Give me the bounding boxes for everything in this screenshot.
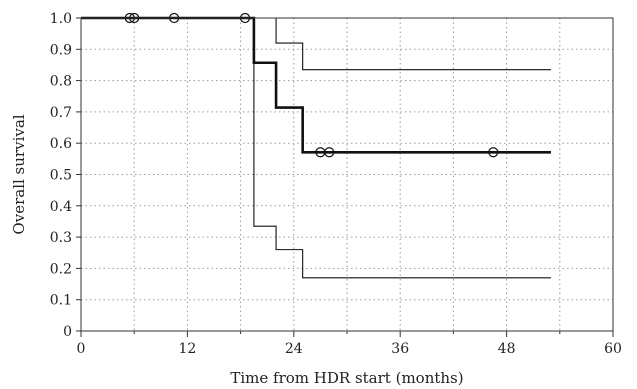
x-tick-label: 36: [391, 341, 409, 357]
x-tick-labels: 0 12 24 36 48 60: [77, 341, 622, 357]
upper-ci-curve: [81, 17, 551, 71]
y-tick-labels: 0 0.1 0.2 0.3 0.4 0.5 0.6 0.7 0.8 0.9 1.0: [50, 11, 72, 340]
series-layer: [81, 16, 551, 279]
censor-layer: [124, 12, 499, 158]
y-axis-label: Overall survival: [10, 114, 28, 234]
x-tick-label: 48: [498, 341, 516, 357]
y-tick-label: 0.4: [50, 199, 72, 215]
y-tick-label: 0.1: [50, 293, 72, 309]
y-tick-label: 0.3: [50, 230, 72, 246]
censor-marker: [324, 147, 335, 158]
x-tick-label: 24: [285, 341, 303, 357]
x-tick-label: 0: [77, 341, 86, 357]
y-tick-label: 1.0: [50, 11, 72, 27]
plot-frame: [80, 17, 614, 332]
ticks-layer: [76, 17, 614, 337]
y-tick-label: 0.6: [50, 136, 72, 152]
x-tick-label: 60: [604, 341, 622, 357]
lower-ci-curve: [81, 17, 551, 279]
y-tick-label: 0.8: [50, 74, 72, 90]
x-tick-label: 12: [178, 341, 196, 357]
y-tick-label: 0: [63, 324, 72, 340]
y-tick-label: 0.5: [50, 168, 72, 184]
y-tick-label: 0.7: [50, 105, 72, 121]
grid-layer: [81, 18, 613, 331]
censor-marker: [488, 147, 499, 158]
x-axis-label: Time from HDR start (months): [230, 369, 463, 387]
survival-curve: [81, 16, 551, 154]
y-tick-label: 0.2: [50, 261, 72, 277]
y-tick-label: 0.9: [50, 42, 72, 58]
